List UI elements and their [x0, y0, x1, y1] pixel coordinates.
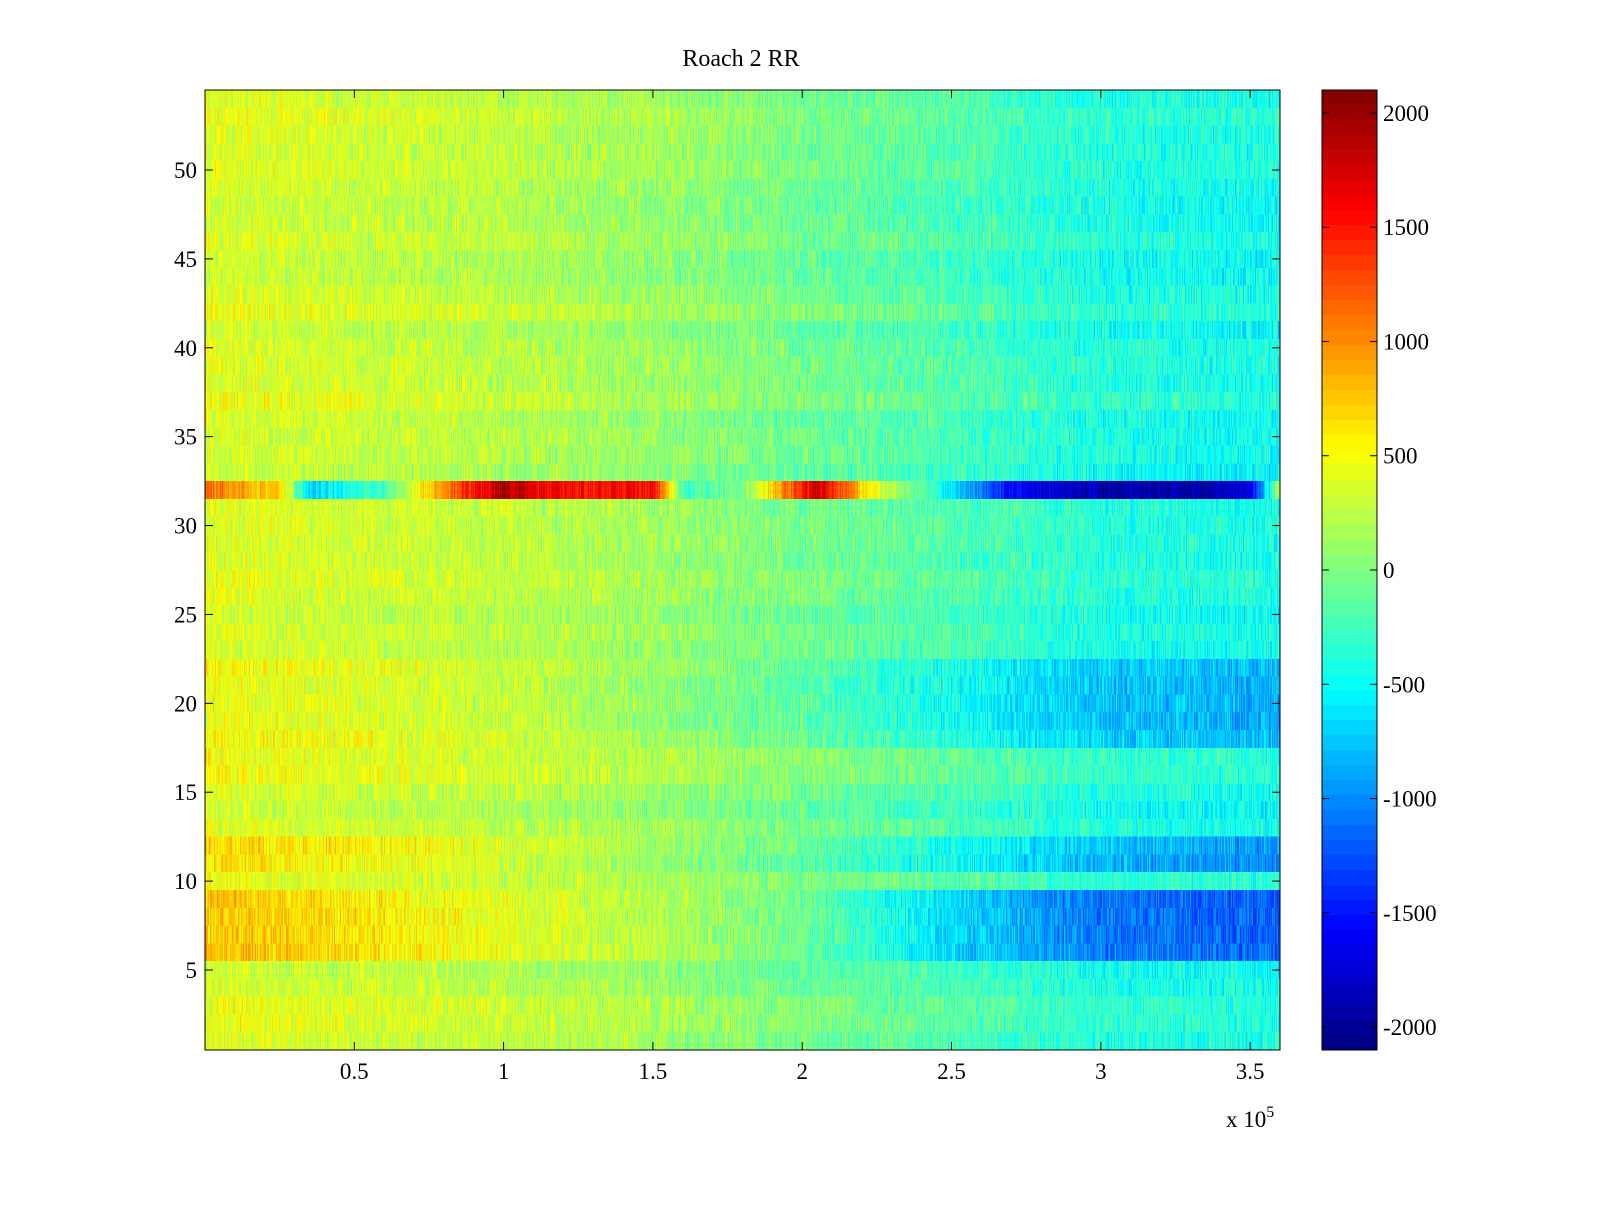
colorbar-tick-label: -1000: [1383, 787, 1437, 812]
colorbar-tick-label: 0: [1383, 558, 1395, 583]
colorbar-tick-label: 1000: [1383, 329, 1429, 354]
y-axis: 5 10 15 20 25 30 35 40 45 50: [174, 158, 1280, 983]
colorbar-tick-label: -2000: [1383, 1015, 1437, 1040]
x-tick-label: 2: [796, 1059, 808, 1084]
y-tick-label: 50: [174, 158, 197, 183]
colorbar-tick-label: 2000: [1383, 101, 1429, 126]
y-tick-label: 45: [174, 247, 197, 272]
y-tick-label: 20: [174, 691, 197, 716]
heatmap-image: [205, 90, 1280, 1050]
colorbar-image: [1322, 90, 1377, 1050]
y-tick-label: 35: [174, 425, 197, 450]
colorbar-tick-label: 500: [1383, 444, 1418, 469]
x-axis-multiplier-base: x 10: [1226, 1107, 1266, 1132]
y-tick-label: 30: [174, 514, 197, 539]
colorbar: 2000 1500 1000 500 0 -500 -1000 -1500 -2000: [1321, 89, 1437, 1051]
y-tick-label: 25: [174, 602, 197, 627]
x-tick-label: 3.5: [1236, 1059, 1265, 1084]
y-tick-label: 15: [174, 780, 197, 805]
colorbar-ticks: 2000 1500 1000 500 0 -500 -1000 -1500 -2000: [1322, 101, 1437, 1040]
x-tick-label: 1.5: [639, 1059, 668, 1084]
colorbar-tick-label: -1500: [1383, 901, 1437, 926]
y-tick-label: 10: [174, 869, 197, 894]
x-axis-multiplier-exponent: 5: [1266, 1104, 1274, 1121]
y-tick-label: 40: [174, 336, 197, 361]
chart-title: Roach 2 RR: [682, 46, 799, 72]
x-axis-multiplier: x 105: [1226, 1104, 1274, 1132]
y-tick-label: 5: [186, 958, 198, 983]
colorbar-tick-label: -500: [1383, 672, 1425, 697]
colorbar-tick-label: 1500: [1383, 215, 1429, 240]
x-tick-label: 3: [1095, 1059, 1107, 1084]
x-tick-label: 1: [498, 1059, 510, 1084]
x-tick-label: 0.5: [340, 1059, 369, 1084]
plot-area: 0.5 1 1.5 2 2.5 3 3.5 5 10 15 20 25 30 35 40 45 50: [174, 89, 1281, 1084]
x-axis: 0.5 1 1.5 2 2.5 3 3.5: [340, 90, 1265, 1084]
plot-frame: [204, 89, 1281, 1051]
x-tick-label: 2.5: [937, 1059, 966, 1084]
